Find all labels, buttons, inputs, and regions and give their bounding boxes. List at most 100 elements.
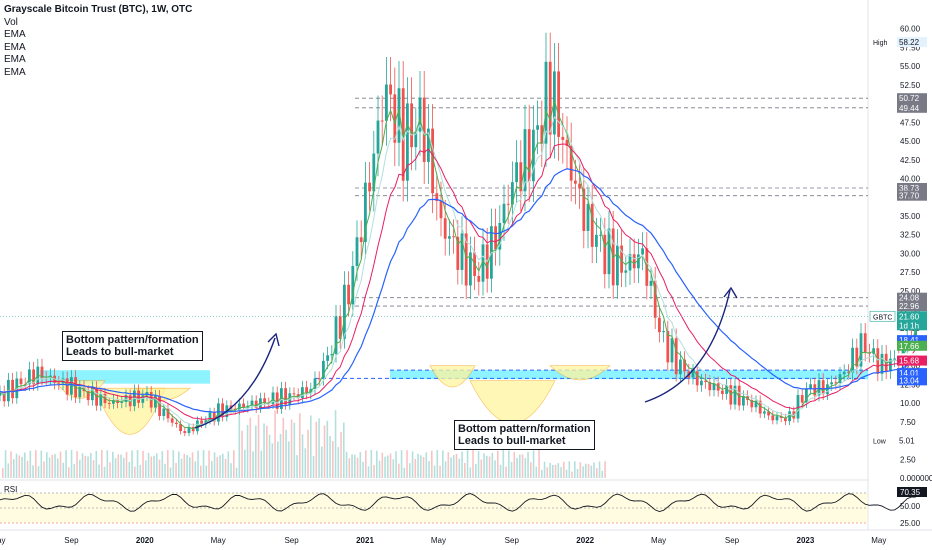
volume-bar [417, 453, 419, 478]
candle-body [784, 418, 787, 422]
candle-body [393, 94, 397, 143]
candle-body [876, 348, 880, 374]
volume-bar [183, 453, 186, 478]
volume-bar [381, 452, 384, 478]
volume-bar [477, 451, 480, 478]
candle-body [187, 427, 191, 433]
volume-bar [167, 450, 169, 478]
candle-body [603, 234, 607, 275]
annotation-bottom-pattern-2023: Bottom pattern/formation Leads to bull-m… [454, 420, 595, 450]
volume-bar [70, 450, 73, 478]
candle-body [565, 139, 569, 146]
volume-bar [497, 450, 499, 478]
volume-bar [535, 466, 538, 478]
candle-body [750, 400, 754, 408]
volume-bar [552, 464, 554, 478]
candle-body [40, 366, 44, 379]
volume-bar [582, 466, 584, 478]
candle-body [855, 347, 859, 367]
candle-body [448, 236, 451, 239]
price-label-value: 24.08 [899, 294, 920, 303]
volume-bar [29, 450, 32, 478]
legend-ema-3: EMA [4, 54, 26, 65]
volume-bar [87, 456, 89, 478]
candle-body [863, 333, 867, 353]
legend-title: Grayscale Bitcoin Trust (BTC), 1W, OTC [4, 4, 193, 15]
volume-bar [400, 450, 403, 478]
volume-bar [312, 456, 315, 478]
price-label-value: 18.41 [899, 336, 920, 345]
volume-bar [554, 464, 557, 478]
volume-bar [90, 452, 92, 478]
candle-body [0, 391, 2, 396]
candle-body [338, 316, 342, 339]
volume-bar [211, 461, 213, 478]
candle-body [233, 408, 237, 410]
volume-bar [76, 451, 78, 478]
candle-body [19, 378, 23, 385]
candle-body [670, 338, 674, 363]
rsi-tick-label: 25.00 [900, 519, 921, 528]
volume-bar [79, 459, 81, 478]
volume-bar [290, 419, 293, 478]
candle-body [628, 254, 632, 271]
candle-body [859, 333, 863, 367]
volume-bar [334, 410, 337, 478]
volume-bar [433, 465, 436, 478]
candle-body [347, 284, 350, 305]
y-tick-label: 40.00 [900, 174, 921, 183]
volume-bar [337, 447, 340, 478]
ema-line-2 [0, 115, 917, 426]
candle-body [754, 400, 758, 408]
candle-body [733, 385, 737, 405]
volume-bar [164, 463, 166, 478]
volume-bar [249, 417, 252, 478]
volume-bar [282, 417, 285, 478]
candle-body [662, 331, 665, 333]
volume-bar [395, 451, 397, 478]
candle-body [679, 359, 682, 375]
price-label-bg [897, 311, 927, 322]
x-tick-label: May [431, 536, 446, 545]
candle-body [658, 317, 661, 333]
volume-bar [43, 461, 45, 478]
candle-body [691, 371, 695, 378]
volume-bar [307, 429, 309, 478]
volume-bar [51, 454, 54, 478]
volume-bar [571, 471, 573, 478]
volume-bar [453, 455, 455, 478]
volume-bar [161, 451, 164, 478]
volume-bar [513, 451, 516, 478]
candle-body [511, 182, 514, 205]
candle-body [700, 380, 703, 386]
volume-bar [48, 457, 51, 478]
price-label-value: 21.60 [899, 312, 920, 321]
volume-bar [180, 458, 183, 478]
ema-line-3 [0, 143, 917, 420]
x-tick-label: May [0, 536, 6, 545]
price-label-tag: High [873, 40, 888, 47]
x-tick-label: Sep [64, 536, 79, 545]
candle-body [242, 403, 245, 408]
candle-body [834, 382, 838, 384]
candle-body [410, 103, 413, 148]
price-label-value: 49.44 [899, 104, 920, 113]
candle-body [112, 400, 115, 404]
candle-body [364, 182, 367, 243]
volume-bar [235, 467, 238, 478]
volume-bar [263, 423, 265, 478]
volume-bar [169, 467, 172, 478]
volume-bar [519, 454, 521, 478]
x-tick-label: 2022 [576, 536, 594, 545]
price-label-bg [897, 320, 927, 331]
volume-bar [145, 460, 147, 478]
volume-bar [527, 451, 529, 478]
candle-body [107, 403, 111, 405]
volume-bar [530, 462, 532, 478]
y-tick-label: 30.00 [900, 249, 921, 258]
candle-body [78, 386, 82, 398]
price-label-bg [897, 335, 927, 346]
volume-bar [398, 463, 400, 478]
volume-bar [54, 454, 56, 478]
